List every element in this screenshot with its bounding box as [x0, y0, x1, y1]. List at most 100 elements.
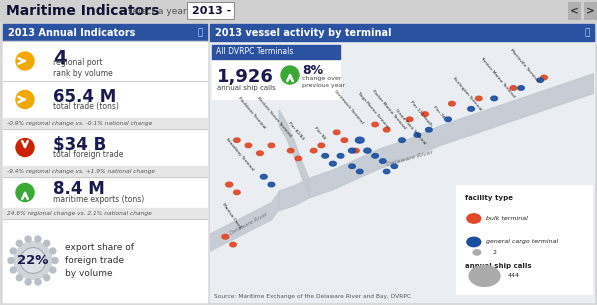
Circle shape	[287, 149, 294, 153]
Circle shape	[233, 190, 240, 195]
Circle shape	[473, 250, 481, 255]
Circle shape	[44, 240, 50, 246]
Text: 24.6% regional change vs. 2.1% national change: 24.6% regional change vs. 2.1% national …	[7, 211, 152, 216]
Circle shape	[448, 101, 456, 106]
Text: annual ship calls: annual ship calls	[217, 85, 276, 91]
Text: general cargo terminal: general cargo terminal	[487, 239, 559, 245]
Bar	[210, 24, 594, 302]
Text: Pier 98: Pier 98	[313, 126, 327, 140]
Circle shape	[491, 96, 497, 101]
Text: Pier 78: Pier 78	[433, 105, 445, 119]
Circle shape	[407, 117, 413, 121]
Circle shape	[383, 127, 390, 132]
Circle shape	[337, 153, 344, 158]
Text: Pier 124 South: Pier 124 South	[410, 100, 433, 127]
Text: 65.4 M: 65.4 M	[53, 88, 116, 106]
Circle shape	[364, 148, 371, 153]
Circle shape	[14, 242, 52, 279]
Bar	[210, 24, 594, 41]
Circle shape	[467, 237, 481, 247]
Text: -0.9% regional change vs. -0.1% national change: -0.9% regional change vs. -0.1% national…	[7, 121, 152, 126]
Text: Girard Point Terminal: Girard Point Terminal	[395, 108, 426, 145]
Polygon shape	[210, 192, 279, 251]
Circle shape	[44, 275, 50, 281]
Text: Packer Marine Terminal: Packer Marine Terminal	[371, 89, 407, 130]
Bar	[3, 166, 207, 177]
Polygon shape	[279, 71, 597, 211]
Circle shape	[380, 159, 386, 163]
Bar	[0, 0, 597, 22]
Circle shape	[414, 133, 421, 137]
Circle shape	[25, 236, 31, 242]
Circle shape	[10, 267, 16, 273]
Circle shape	[16, 91, 34, 109]
Circle shape	[349, 164, 355, 168]
Circle shape	[510, 86, 517, 90]
Text: export share of
foreign trade
by volume: export share of foreign trade by volume	[65, 243, 134, 278]
Text: Delaware River: Delaware River	[386, 150, 433, 167]
Circle shape	[372, 154, 378, 158]
Text: total foreign trade: total foreign trade	[53, 150, 124, 159]
Text: All DVRPC Terminals: All DVRPC Terminals	[216, 48, 293, 56]
Text: Beckett Street Terminal: Beckett Street Terminal	[256, 96, 292, 138]
Circle shape	[383, 169, 390, 174]
Circle shape	[35, 236, 41, 242]
Circle shape	[469, 265, 500, 286]
Circle shape	[399, 138, 405, 142]
Circle shape	[20, 248, 46, 273]
Text: Burlington Terminal: Burlington Terminal	[452, 77, 482, 111]
Bar	[3, 129, 207, 177]
Text: ⓘ: ⓘ	[584, 28, 590, 37]
Circle shape	[50, 248, 56, 254]
Text: Source: Maritime Exchange of the Delaware River and Bay, DVRPC: Source: Maritime Exchange of the Delawar…	[214, 294, 411, 300]
Circle shape	[330, 161, 336, 166]
Circle shape	[318, 143, 325, 148]
Bar	[3, 24, 207, 302]
Text: 1,926: 1,926	[217, 68, 274, 86]
Text: 4: 4	[53, 48, 67, 67]
Text: <: <	[570, 6, 579, 16]
Text: 444: 444	[507, 273, 519, 278]
Circle shape	[233, 138, 240, 142]
Bar	[3, 41, 207, 81]
Text: Pier 82/84: Pier 82/84	[287, 121, 304, 140]
Circle shape	[8, 257, 14, 264]
Circle shape	[537, 78, 543, 82]
Bar	[212, 45, 340, 99]
Text: 2013 -: 2013 -	[192, 6, 231, 16]
Circle shape	[16, 275, 22, 281]
Circle shape	[226, 182, 233, 187]
Text: >: >	[586, 6, 595, 16]
Circle shape	[257, 151, 263, 156]
Bar	[3, 118, 207, 129]
Circle shape	[476, 96, 482, 101]
Circle shape	[245, 143, 252, 148]
Circle shape	[16, 184, 34, 202]
Text: 2: 2	[493, 250, 496, 255]
Text: 2013 Annual Indicators: 2013 Annual Indicators	[8, 27, 136, 38]
Circle shape	[445, 117, 451, 122]
Circle shape	[426, 127, 432, 132]
Circle shape	[334, 130, 340, 135]
Text: regional port
rank by volume: regional port rank by volume	[53, 58, 113, 78]
Text: 2013 vessel activity by terminal: 2013 vessel activity by terminal	[215, 27, 392, 38]
Bar	[3, 208, 207, 219]
Text: Mantua Creek: Mantua Creek	[221, 202, 242, 229]
Circle shape	[25, 279, 31, 285]
Text: bulk terminal: bulk terminal	[487, 216, 528, 221]
Text: Broadway Terminal: Broadway Terminal	[225, 137, 255, 171]
Bar	[212, 45, 340, 59]
Circle shape	[541, 75, 547, 80]
Circle shape	[341, 138, 347, 142]
Circle shape	[518, 86, 524, 90]
Text: -9.4% regional change vs. +1.9% national change: -9.4% regional change vs. +1.9% national…	[7, 169, 155, 174]
Circle shape	[391, 164, 398, 168]
FancyBboxPatch shape	[187, 2, 235, 20]
Text: change over
previous year: change over previous year	[302, 76, 345, 88]
Circle shape	[353, 149, 359, 153]
Circle shape	[260, 174, 267, 179]
Text: maritime exports (tons): maritime exports (tons)	[53, 195, 144, 204]
Bar	[3, 177, 207, 219]
Text: select a year:: select a year:	[128, 6, 189, 16]
Circle shape	[310, 149, 317, 153]
